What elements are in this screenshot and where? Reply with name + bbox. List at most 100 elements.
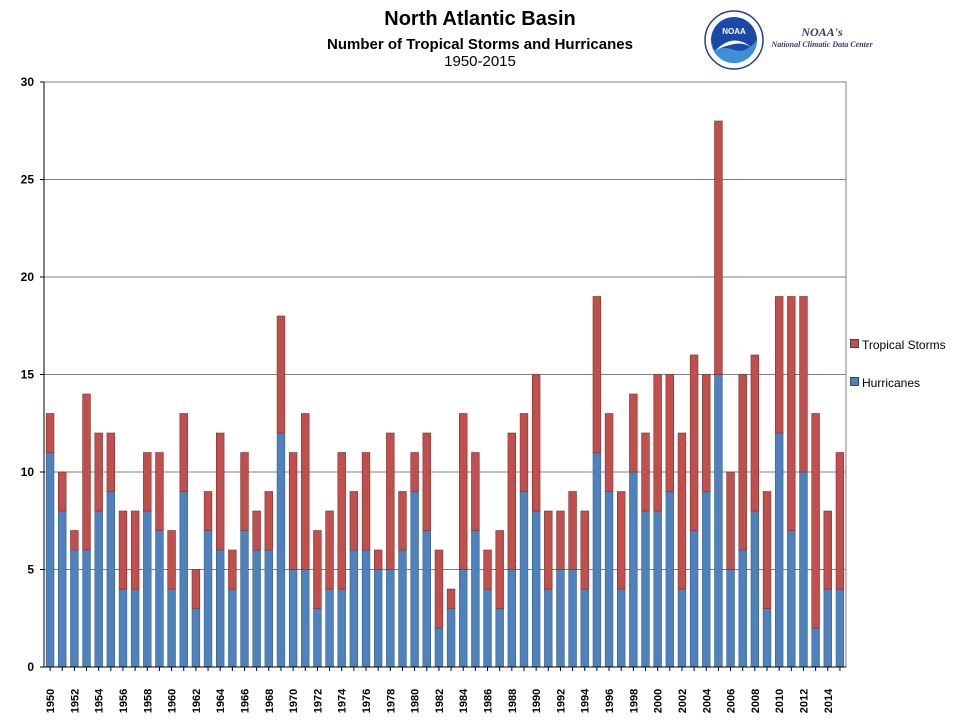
bar-tropical-storms bbox=[228, 549, 237, 590]
bar-tropical-storms bbox=[94, 432, 103, 512]
bar-tropical-storms bbox=[495, 530, 504, 609]
x-tick-label: 2004 bbox=[701, 688, 713, 713]
bar-tropical-storms bbox=[276, 315, 286, 434]
bar-hurricanes bbox=[203, 530, 213, 668]
bar-tropical-storms bbox=[568, 491, 577, 570]
bar-hurricanes bbox=[787, 530, 796, 668]
y-tick-label: 30 bbox=[21, 75, 35, 89]
bar-tropical-storms bbox=[325, 510, 334, 590]
bar-hurricanes bbox=[459, 569, 468, 668]
y-tick-label: 20 bbox=[21, 270, 35, 284]
x-tick-label: 1976 bbox=[361, 689, 373, 713]
bar-hurricanes bbox=[580, 588, 589, 668]
bar-tropical-storms bbox=[45, 413, 55, 453]
x-tick-label: 1984 bbox=[458, 688, 470, 713]
bar-tropical-storms bbox=[665, 374, 674, 492]
bar-tropical-storms bbox=[446, 588, 456, 609]
bar-tropical-storms bbox=[434, 549, 444, 629]
bar-hurricanes bbox=[714, 374, 723, 668]
legend-label-hurricanes: Hurricanes bbox=[862, 376, 921, 390]
x-tick-label: 2012 bbox=[798, 689, 810, 713]
ncdc-line2: National Climatic Data Center bbox=[771, 40, 873, 49]
bar-hurricanes bbox=[544, 588, 553, 668]
bar-tropical-storms bbox=[738, 374, 747, 551]
chart-subtitle: Number of Tropical Storms and Hurricanes bbox=[327, 36, 633, 53]
bar-hurricanes bbox=[519, 491, 529, 668]
bar-tropical-storms bbox=[203, 491, 213, 531]
x-tick-label: 2000 bbox=[653, 689, 665, 713]
x-tick-label: 1964 bbox=[215, 688, 227, 713]
bar-hurricanes bbox=[106, 491, 116, 668]
bar-hurricanes bbox=[483, 588, 492, 668]
bar-hurricanes bbox=[689, 530, 699, 668]
bar-hurricanes bbox=[130, 588, 140, 668]
bar-hurricanes bbox=[228, 588, 237, 668]
bar-hurricanes bbox=[410, 491, 419, 668]
bar-tropical-storms bbox=[361, 452, 371, 551]
bar-hurricanes bbox=[70, 549, 79, 668]
bar-hurricanes bbox=[617, 588, 626, 668]
bar-tropical-storms bbox=[459, 413, 468, 570]
bar-tropical-storms bbox=[519, 413, 529, 492]
bar-tropical-storms bbox=[216, 432, 225, 551]
bar-hurricanes bbox=[398, 549, 407, 668]
x-tick-label: 1956 bbox=[118, 689, 130, 713]
bar-hurricanes bbox=[823, 588, 832, 668]
bar-tropical-storms bbox=[556, 510, 565, 570]
bar-hurricanes bbox=[337, 588, 346, 668]
bar-tropical-storms bbox=[604, 413, 614, 492]
bar-hurricanes bbox=[738, 549, 747, 668]
bar-hurricanes bbox=[702, 491, 711, 668]
x-tick-label: 1962 bbox=[191, 689, 203, 713]
bar-hurricanes bbox=[216, 549, 225, 668]
x-tick-label: 1996 bbox=[604, 689, 616, 713]
x-tick-label: 1980 bbox=[410, 689, 422, 713]
legend-hurricanes: Hurricanes bbox=[850, 376, 920, 390]
ncdc-label: NOAA's National Climatic Data Center bbox=[762, 25, 882, 49]
bar-tropical-storms bbox=[398, 491, 407, 551]
bar-hurricanes bbox=[58, 510, 67, 668]
bar-hurricanes bbox=[653, 510, 662, 668]
bar-hurricanes bbox=[325, 588, 334, 668]
bar-tropical-storms bbox=[823, 510, 832, 590]
bar-tropical-storms bbox=[143, 452, 152, 512]
bar-hurricanes bbox=[45, 452, 55, 668]
chart-year-range: 1950-2015 bbox=[444, 53, 516, 70]
x-tick-label: 1988 bbox=[507, 689, 519, 713]
x-tick-label: 1992 bbox=[555, 689, 567, 713]
bar-tropical-storms bbox=[787, 296, 796, 531]
bar-tropical-storms bbox=[373, 549, 383, 570]
bar-tropical-storms bbox=[130, 510, 140, 590]
bar-hurricanes bbox=[629, 471, 638, 668]
bar-tropical-storms bbox=[750, 354, 760, 512]
bar-tropical-storms bbox=[179, 413, 188, 492]
bar-tropical-storms bbox=[507, 432, 517, 570]
bar-tropical-storms bbox=[592, 296, 602, 453]
x-tick-label: 1994 bbox=[580, 688, 592, 713]
bar-tropical-storms bbox=[70, 530, 79, 551]
bar-hurricanes bbox=[434, 627, 444, 668]
bar-tropical-storms bbox=[313, 530, 322, 609]
bar-tropical-storms bbox=[58, 471, 67, 512]
bar-tropical-storms bbox=[471, 452, 480, 531]
bar-tropical-storms bbox=[349, 491, 359, 551]
bar-hurricanes bbox=[811, 627, 820, 668]
bar-tropical-storms bbox=[580, 510, 589, 590]
bar-hurricanes bbox=[774, 432, 784, 668]
bar-hurricanes bbox=[677, 588, 687, 668]
bar-tropical-storms bbox=[301, 413, 310, 570]
bar-tropical-storms bbox=[82, 393, 91, 551]
noaa-logo: NOAA bbox=[704, 10, 764, 70]
bar-tropical-storms bbox=[155, 452, 164, 531]
bar-hurricanes bbox=[471, 530, 480, 668]
bar-tropical-storms bbox=[167, 530, 176, 590]
legend-swatch-tropical-storms bbox=[850, 339, 859, 348]
x-tick-label: 1952 bbox=[69, 689, 81, 713]
x-tick-label: 1998 bbox=[628, 689, 640, 713]
x-tick-label: 2002 bbox=[677, 689, 689, 713]
bar-hurricanes bbox=[313, 608, 322, 668]
bar-tropical-storms bbox=[422, 432, 431, 531]
bar-tropical-storms bbox=[714, 120, 723, 375]
x-tick-label: 2014 bbox=[823, 688, 835, 713]
